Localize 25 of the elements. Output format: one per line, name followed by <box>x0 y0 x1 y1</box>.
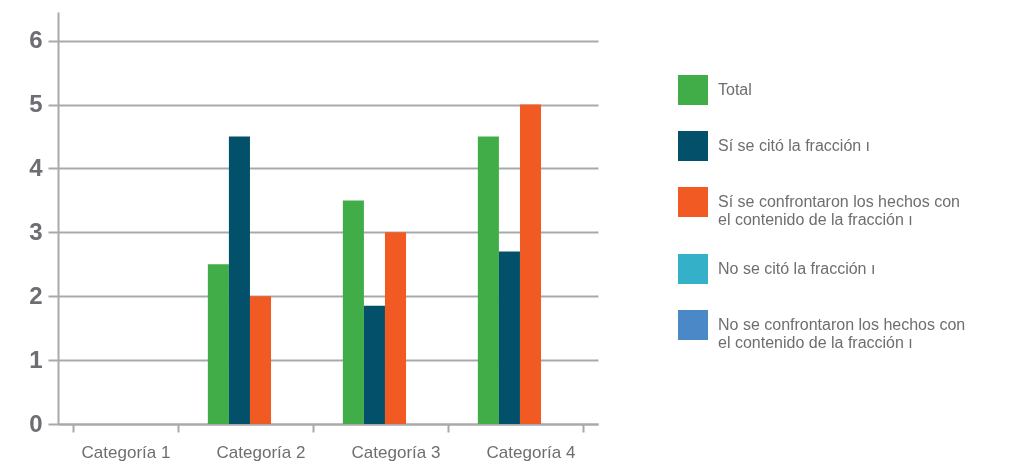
legend-label: No se citó la fracción ı <box>718 260 876 277</box>
bar <box>207 264 229 424</box>
legend-label: Total <box>718 81 752 98</box>
x-tick-label: Categoría 2 <box>216 442 306 462</box>
x-tick-label: Categoría 3 <box>351 442 441 462</box>
y-tick-label: 2 <box>29 281 43 309</box>
x-tick-label: Categoría 1 <box>81 442 171 462</box>
legend-label: Sí se citó la fracción ı <box>718 137 871 154</box>
y-tick-label: 6 <box>29 26 43 54</box>
bar <box>342 200 364 424</box>
legend-label: Sí se confrontaron los hechos con el contenido de la fracción ı <box>718 193 960 228</box>
y-tick-label: 0 <box>29 409 43 437</box>
bar <box>384 232 407 424</box>
bar <box>498 251 520 424</box>
legend-label: No se confrontaron los hechos con el contenido de la fracción ı <box>718 316 966 351</box>
y-tick-label: 4 <box>29 154 44 181</box>
bar <box>477 136 499 424</box>
bar <box>519 104 542 424</box>
bar <box>363 305 385 424</box>
bar <box>228 136 250 424</box>
y-tick-label: 3 <box>29 217 43 245</box>
bar <box>249 296 272 424</box>
y-tick-label: 1 <box>29 345 43 373</box>
x-tick-label: Categoría 4 <box>486 442 576 462</box>
y-tick-label: 5 <box>29 90 43 118</box>
